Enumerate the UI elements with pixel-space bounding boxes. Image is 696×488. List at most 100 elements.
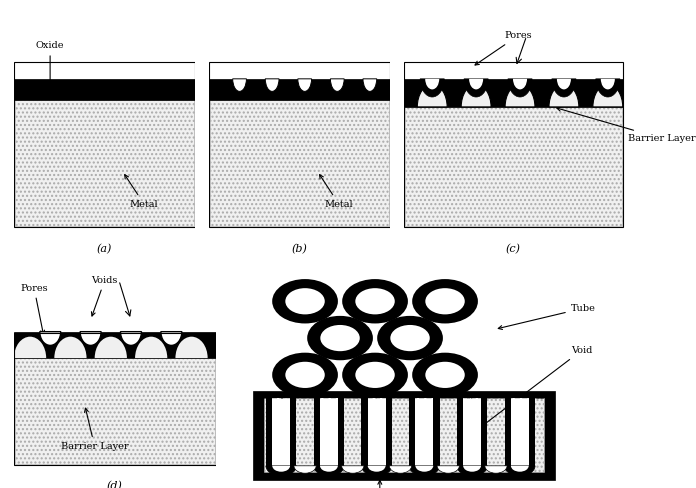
Bar xyxy=(14,62,195,227)
Text: (d): (d) xyxy=(107,481,122,488)
Wedge shape xyxy=(94,336,128,358)
Text: Void: Void xyxy=(482,346,592,427)
Bar xyxy=(15,358,215,464)
Wedge shape xyxy=(342,466,364,473)
Wedge shape xyxy=(409,466,440,476)
Circle shape xyxy=(274,354,337,396)
Wedge shape xyxy=(513,79,527,89)
Bar xyxy=(14,333,216,465)
Wedge shape xyxy=(80,332,101,346)
Bar xyxy=(505,398,511,466)
Wedge shape xyxy=(298,79,312,91)
Text: (a): (a) xyxy=(97,244,112,254)
Bar xyxy=(264,398,544,472)
Wedge shape xyxy=(552,79,576,97)
Circle shape xyxy=(425,288,465,314)
Circle shape xyxy=(343,280,407,323)
Wedge shape xyxy=(120,332,141,346)
Wedge shape xyxy=(266,466,296,476)
Bar xyxy=(511,398,529,466)
Wedge shape xyxy=(13,336,47,358)
Bar xyxy=(272,398,290,466)
Bar xyxy=(457,398,463,466)
Circle shape xyxy=(356,362,395,388)
Wedge shape xyxy=(461,84,491,107)
Wedge shape xyxy=(505,466,535,476)
Bar xyxy=(404,62,623,227)
Bar xyxy=(481,398,487,466)
Bar xyxy=(209,62,390,227)
Wedge shape xyxy=(596,79,620,97)
Bar xyxy=(434,398,440,466)
Wedge shape xyxy=(161,332,182,346)
Bar xyxy=(266,398,272,466)
Wedge shape xyxy=(40,332,61,346)
Wedge shape xyxy=(272,466,290,472)
Bar xyxy=(253,391,555,480)
Wedge shape xyxy=(425,79,439,89)
Bar xyxy=(15,101,194,226)
Wedge shape xyxy=(593,84,623,107)
Text: (b): (b) xyxy=(292,244,307,254)
Wedge shape xyxy=(549,84,579,107)
Wedge shape xyxy=(508,79,532,97)
Text: Tube: Tube xyxy=(498,304,596,329)
Bar xyxy=(14,79,195,101)
Text: Metal: Metal xyxy=(319,175,354,209)
Circle shape xyxy=(425,362,465,388)
Text: Pores: Pores xyxy=(20,284,48,334)
Wedge shape xyxy=(361,466,392,476)
Wedge shape xyxy=(505,84,535,107)
Bar xyxy=(361,398,367,466)
Wedge shape xyxy=(463,466,481,472)
Bar xyxy=(404,79,623,107)
Wedge shape xyxy=(420,79,444,97)
Bar xyxy=(416,398,434,466)
Wedge shape xyxy=(437,466,459,473)
Wedge shape xyxy=(557,79,571,89)
Wedge shape xyxy=(232,79,246,91)
Bar xyxy=(338,398,345,466)
Bar xyxy=(529,398,535,466)
Circle shape xyxy=(285,362,325,388)
Text: Oxide: Oxide xyxy=(36,41,64,85)
Bar xyxy=(409,398,416,466)
Text: Barrier Layer: Barrier Layer xyxy=(61,408,129,451)
Circle shape xyxy=(378,317,442,359)
Circle shape xyxy=(390,325,429,351)
Wedge shape xyxy=(469,79,483,89)
Text: Barrier Layer: Barrier Layer xyxy=(557,107,695,143)
Circle shape xyxy=(320,325,360,351)
Wedge shape xyxy=(511,466,529,472)
Wedge shape xyxy=(134,336,168,358)
Bar xyxy=(290,398,296,466)
Bar xyxy=(320,398,338,466)
Bar xyxy=(314,398,320,466)
Text: Metal: Metal xyxy=(125,175,159,209)
Text: Pores: Pores xyxy=(475,31,532,65)
Text: Barrier Layer: Barrier Layer xyxy=(346,480,413,488)
Bar xyxy=(14,332,216,358)
Wedge shape xyxy=(418,84,447,107)
Bar xyxy=(463,398,481,466)
Wedge shape xyxy=(363,79,377,91)
Wedge shape xyxy=(464,79,488,97)
Wedge shape xyxy=(320,466,338,472)
Wedge shape xyxy=(175,336,209,358)
Bar xyxy=(386,398,392,466)
Text: Voids: Voids xyxy=(91,276,118,316)
Wedge shape xyxy=(485,466,507,473)
Wedge shape xyxy=(265,79,279,91)
Circle shape xyxy=(413,280,477,323)
Circle shape xyxy=(356,288,395,314)
Wedge shape xyxy=(331,79,344,91)
Wedge shape xyxy=(294,466,316,473)
Wedge shape xyxy=(314,466,345,476)
Circle shape xyxy=(343,354,407,396)
Circle shape xyxy=(308,317,372,359)
Bar xyxy=(209,101,389,226)
Wedge shape xyxy=(416,466,434,472)
Bar xyxy=(209,79,390,101)
Wedge shape xyxy=(457,466,487,476)
Wedge shape xyxy=(54,336,88,358)
